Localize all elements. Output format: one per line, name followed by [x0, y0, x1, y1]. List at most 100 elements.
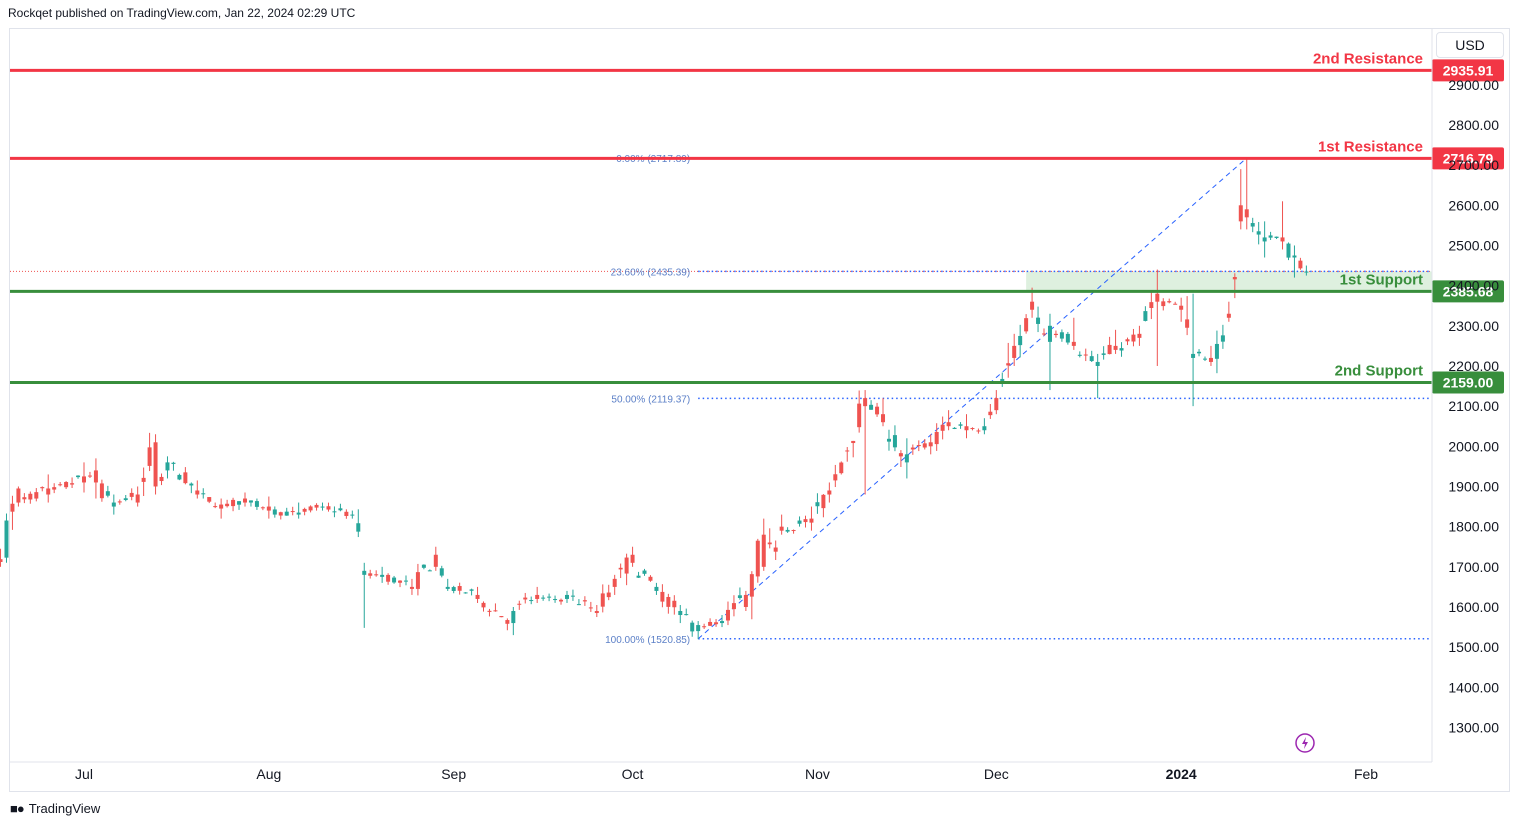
candle-body [34, 492, 39, 499]
candle-body [332, 511, 337, 513]
candle-body [1268, 235, 1273, 238]
level-name: 2nd Support [1335, 362, 1423, 379]
price-tick-label: 2800.00 [1448, 117, 1499, 133]
time-tick-label: Oct [622, 766, 644, 782]
candle-body [320, 506, 325, 508]
candle-body [1000, 378, 1005, 382]
candle-body [1214, 343, 1219, 359]
candle-body [427, 570, 432, 572]
candle-body [4, 520, 9, 558]
candle-body [904, 454, 909, 463]
candle-body [433, 554, 438, 567]
candle-body [737, 595, 742, 599]
candle-body [1119, 348, 1124, 351]
price-tick-label: 2400.00 [1448, 278, 1499, 294]
support-zone [1026, 271, 1432, 292]
candle-body [22, 497, 27, 500]
candle-body [511, 611, 516, 624]
candle-body [714, 622, 719, 625]
candle-body [99, 483, 104, 499]
price-tick-label: 1500.00 [1448, 639, 1499, 655]
candle-body [940, 424, 945, 431]
level-price-label: 2385.68 [1443, 283, 1494, 299]
candle-body [1280, 237, 1285, 242]
candle-body [809, 518, 814, 523]
brand-name: TradingView [28, 801, 101, 816]
price-tick-label: 1900.00 [1448, 478, 1499, 494]
price-tick-label: 2700.00 [1448, 157, 1499, 173]
candle-body [254, 501, 259, 507]
candle-body [839, 462, 844, 474]
candle-body [129, 492, 134, 497]
level-name: 1st Resistance [1318, 138, 1423, 155]
candle-body [523, 597, 528, 600]
candle-body [1089, 356, 1094, 362]
time-tick-label: Jul [75, 766, 93, 782]
candle-body [368, 573, 373, 576]
time-axis: Jul Aug Sep Oct Nov Dec 2024 Feb [9, 761, 1432, 782]
fib-trend-line [697, 157, 1248, 640]
price-tick-label: 1600.00 [1448, 599, 1499, 615]
candle-body [1304, 271, 1309, 273]
candle-body [1113, 345, 1118, 350]
candle-body [1137, 333, 1142, 338]
level-price-tag [1432, 371, 1504, 394]
candle-body [624, 557, 629, 574]
candle-body [535, 594, 540, 599]
candle-body [290, 511, 295, 513]
candle-body [207, 497, 212, 502]
candle-body [1203, 358, 1208, 360]
candle-body [731, 603, 736, 610]
candle-body [481, 602, 486, 608]
candle-body [1149, 302, 1154, 309]
candle-body [219, 504, 224, 509]
price-tick-label: 2200.00 [1448, 358, 1499, 374]
candle-body [499, 616, 504, 618]
candle-body [64, 482, 69, 488]
candle-body [1298, 260, 1303, 269]
price-tick-label: 1800.00 [1448, 519, 1499, 535]
candle-body [564, 594, 569, 599]
candle-body [1095, 361, 1100, 366]
candle-body [123, 498, 128, 501]
candle-body [356, 523, 361, 532]
candle-body [231, 499, 236, 507]
candle-body [1208, 357, 1213, 362]
candle-body [696, 625, 701, 632]
candle-body [612, 578, 617, 587]
candle-body [16, 488, 21, 503]
candle-body [916, 445, 921, 447]
candle-body [1238, 205, 1243, 222]
level-price-tag [1432, 147, 1504, 170]
candle-body [177, 474, 182, 480]
candle-body [952, 427, 957, 429]
candle-body [761, 534, 766, 567]
candle-body [493, 610, 498, 612]
candle-body [1107, 344, 1112, 355]
candle-body [415, 572, 420, 589]
time-tick-label: Nov [805, 766, 830, 782]
candle-body [392, 577, 397, 583]
candle-body [1262, 237, 1267, 242]
candle-body [582, 600, 587, 602]
candle-body [46, 488, 51, 495]
lightning-icon-bolt [1302, 737, 1308, 749]
candle-body [881, 414, 886, 423]
candle-body [76, 475, 81, 478]
candle-body [708, 621, 713, 626]
candle-body [851, 440, 856, 444]
candle-body [111, 502, 116, 507]
candle-body [469, 589, 474, 591]
candle-body [1131, 334, 1136, 342]
currency-selector[interactable]: USD [1436, 32, 1504, 58]
candle-body [767, 542, 772, 545]
candle-body [213, 506, 218, 508]
price-tick-label: 1700.00 [1448, 559, 1499, 575]
candle-body [475, 594, 480, 599]
candle-body [403, 580, 408, 582]
footer-brand[interactable]: ■● TradingView [10, 801, 100, 816]
price-tick-label: 2300.00 [1448, 318, 1499, 334]
candle-body [1101, 353, 1106, 355]
candle-body [630, 554, 635, 563]
